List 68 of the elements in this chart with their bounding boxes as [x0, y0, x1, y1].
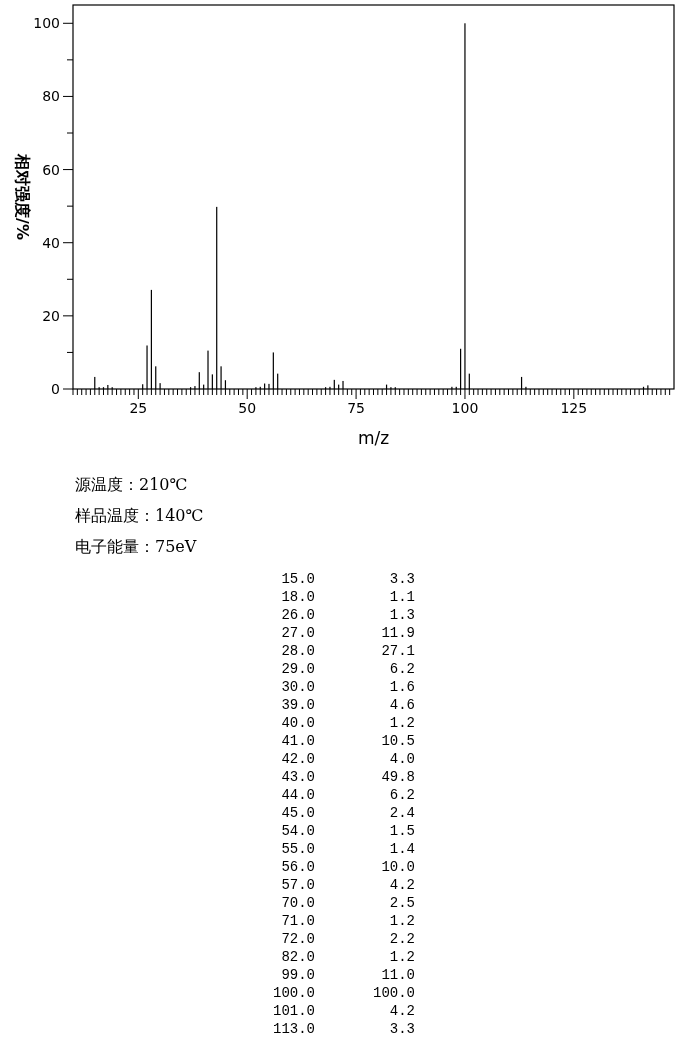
text: 1.6	[389, 679, 415, 695]
text: 40.0	[281, 715, 315, 731]
text: 1.1	[389, 589, 415, 605]
text: 4.0	[389, 751, 415, 767]
text: 44.0	[281, 787, 315, 803]
text: 3.3	[389, 571, 415, 587]
text: 101.0	[272, 1003, 315, 1019]
text: 3.3	[389, 1021, 415, 1037]
text: 39.0	[281, 697, 315, 713]
text: 1.2	[389, 715, 415, 731]
text: 72.0	[281, 931, 315, 947]
text: 1.2	[389, 949, 415, 965]
y-tick-label: 60	[42, 161, 60, 178]
text: 99.0	[281, 967, 315, 983]
text: 71.0	[281, 913, 315, 929]
text: 56.0	[281, 859, 315, 875]
y-axis-title: 相对强度/%	[13, 153, 32, 240]
text: 49.8	[381, 769, 415, 785]
y-tick-label: 0	[51, 381, 60, 397]
x-tick-label: 75	[347, 400, 365, 416]
text: 55.0	[281, 841, 315, 857]
text: 4.6	[389, 697, 415, 713]
text: 2.5	[389, 895, 415, 911]
text: 1.3	[389, 607, 415, 623]
y-tick-label: 100	[33, 15, 60, 32]
text: 18.0	[281, 589, 315, 605]
text: 54.0	[281, 823, 315, 839]
text: 样品温度：140℃	[75, 506, 204, 525]
text: 27.1	[381, 643, 415, 659]
text: 29.0	[281, 661, 315, 677]
text: 6.2	[389, 661, 415, 677]
text: 57.0	[281, 877, 315, 893]
text: 4.2	[389, 1003, 415, 1019]
x-tick-label: 100	[451, 400, 479, 416]
text: 43.0	[281, 769, 315, 785]
text: 70.0	[281, 895, 315, 911]
text: 1.5	[389, 823, 415, 839]
text: 11.0	[381, 967, 415, 983]
text: 45.0	[281, 805, 315, 821]
text: 42.0	[281, 751, 315, 767]
x-tick-label: 50	[238, 400, 257, 416]
text: 15.0	[281, 571, 315, 587]
text: 100.0	[272, 985, 315, 1001]
text: 26.0	[281, 607, 315, 623]
text: 28.0	[281, 643, 315, 659]
text: 4.2	[389, 877, 415, 893]
x-tick-label: 25	[129, 400, 148, 416]
text: 11.9	[381, 625, 415, 641]
text: 1.4	[389, 841, 415, 857]
text: 30.0	[281, 679, 315, 695]
text: 10.5	[381, 733, 415, 749]
x-axis-title: m/z	[357, 428, 390, 448]
text: 电子能量：75eV	[75, 537, 197, 556]
text: 82.0	[281, 949, 315, 965]
text: 6.2	[389, 787, 415, 803]
y-tick-label: 40	[42, 234, 60, 251]
text: 113.0	[272, 1021, 315, 1037]
text: 2.2	[389, 931, 415, 947]
text: 100.0	[372, 985, 415, 1001]
y-tick-label: 20	[42, 307, 60, 324]
x-tick-label: 125	[560, 400, 588, 416]
text: 源温度：210℃	[75, 475, 188, 494]
text: 41.0	[281, 733, 315, 749]
text: 10.0	[381, 859, 415, 875]
text: 2.4	[389, 805, 415, 821]
text: 1.2	[389, 913, 415, 929]
y-tick-label: 80	[42, 88, 60, 105]
text: 27.0	[281, 625, 315, 641]
